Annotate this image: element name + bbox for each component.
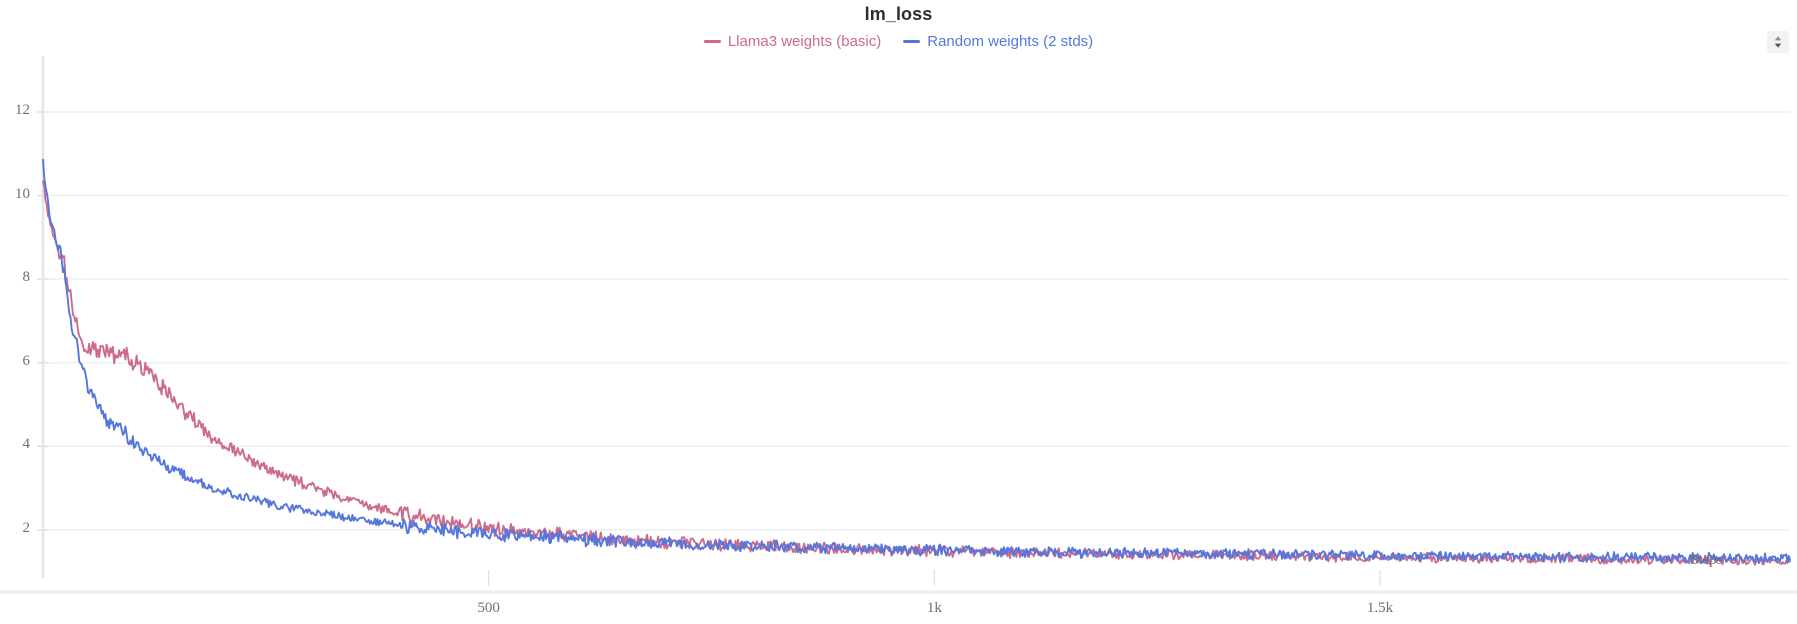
chevron-up-down-icon <box>1774 36 1782 48</box>
legend-label-random: Random weights (2 stds) <box>927 33 1094 50</box>
y-tick-label: 8 <box>22 269 31 286</box>
y-tick-label: 4 <box>22 436 31 453</box>
expand-panel-button[interactable] <box>1767 31 1789 53</box>
x-tick-label: 500 <box>477 600 500 616</box>
series-line-random <box>42 158 1791 564</box>
legend-label-llama3: Llama3 weights (basic) <box>727 33 882 50</box>
legend-swatch-llama3 <box>703 40 721 43</box>
y-tick-label: 6 <box>22 352 31 369</box>
x-tick-label: 1.5k <box>1366 600 1394 616</box>
panel-title: lm_loss <box>864 4 933 24</box>
y-tick-label: 12 <box>15 101 30 118</box>
chart-legend: Llama3 weights (basic) Random weights (2… <box>0 33 1797 50</box>
legend-item-llama3-weights-basic[interactable]: Llama3 weights (basic) <box>703 33 882 50</box>
legend-swatch-random <box>903 40 921 43</box>
y-tick-label: 10 <box>15 185 30 202</box>
y-tick-label: 2 <box>22 519 31 536</box>
series-line-llama3 <box>42 180 1791 566</box>
x-axis-title: Steps <box>1690 552 1723 568</box>
x-tick-label: 1k <box>926 600 942 616</box>
legend-item-random-weights-2-stds[interactable]: Random weights (2 stds) <box>903 33 1093 50</box>
